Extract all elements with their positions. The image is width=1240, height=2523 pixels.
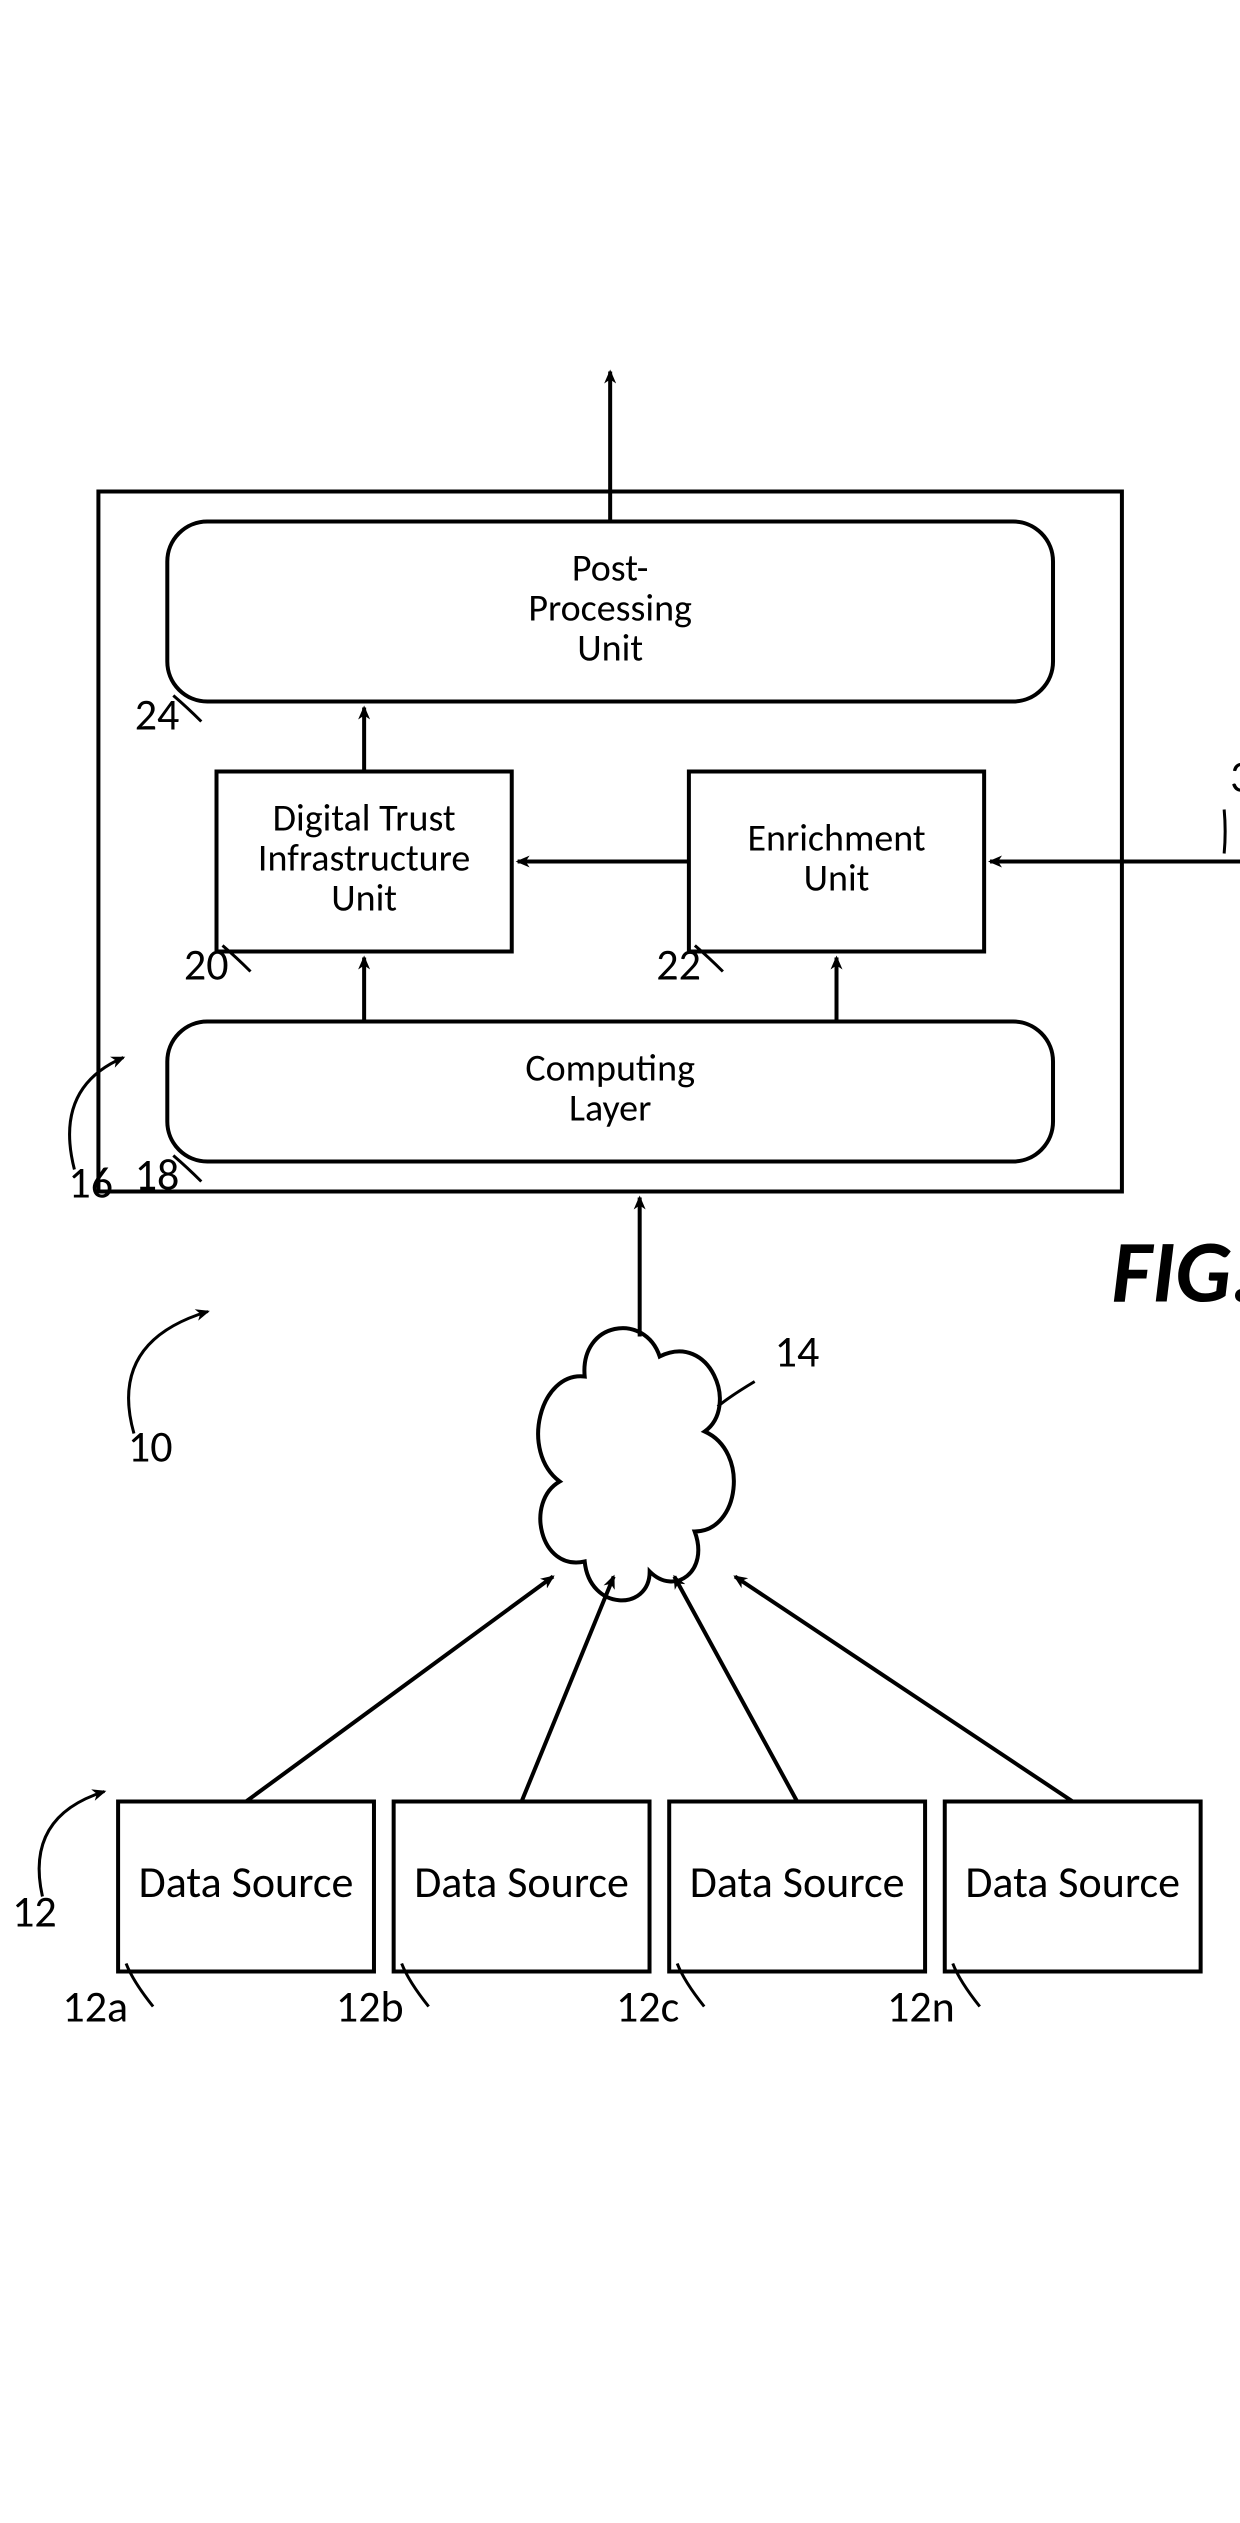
cloud-icon	[538, 1328, 734, 1600]
ref-label: 12n	[887, 1980, 955, 2034]
arrow	[674, 1577, 797, 1802]
data-source-label: Data Source	[690, 1855, 905, 1909]
ref-label: 10	[128, 1420, 173, 1474]
node-label: ComputingLayer	[525, 1046, 695, 1132]
ref-label: 22	[656, 938, 701, 992]
node-label: EnrichmentUnit	[747, 816, 925, 902]
arrow	[522, 1577, 614, 1802]
arrow	[735, 1577, 1073, 1802]
figure-1-diagram: Data Source 12a Data Source 12b Data Source 1…	[0, 0, 1240, 2523]
data-source-label: Data Source	[139, 1855, 354, 1909]
figure-label: FIG. 1	[1111, 1218, 1240, 1326]
ref-label: 20	[184, 938, 229, 992]
node-label: Post-ProcessingUnit	[528, 546, 692, 672]
ref-label: 14	[775, 1325, 820, 1379]
data-source-label: Data Source	[414, 1855, 629, 1909]
ref-label: 18	[135, 1148, 180, 1202]
ref-label: 12c	[616, 1980, 679, 2034]
ref-label: 24	[135, 688, 180, 742]
node-label: Digital TrustInfrastructureUnit	[258, 796, 470, 922]
ref-label: 12b	[336, 1980, 404, 2034]
ref-label: 12a	[62, 1980, 128, 2034]
arrow	[246, 1577, 553, 1802]
ref-label: 16	[68, 1156, 113, 1210]
ref-label: 12	[12, 1885, 57, 1939]
data-source-label: Data Source	[965, 1855, 1180, 1909]
ref-label: 38	[1230, 750, 1240, 804]
